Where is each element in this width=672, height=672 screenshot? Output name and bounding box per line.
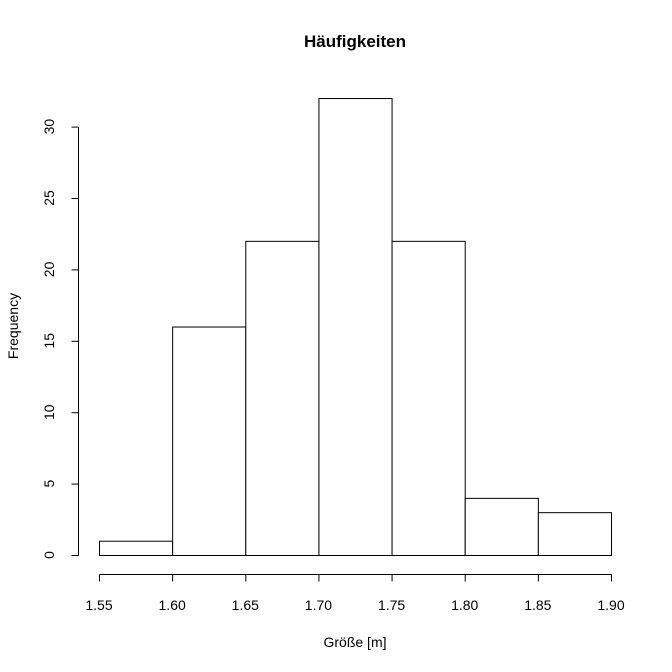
y-tick-label: 5: [41, 479, 57, 487]
x-tick-label: 1.90: [597, 597, 624, 613]
histogram-bar-3: [245, 240, 320, 556]
y-tick-label: 10: [41, 404, 57, 420]
histogram-bar-5: [391, 240, 466, 556]
x-tick-label: 1.65: [232, 597, 259, 613]
x-tick-label: 1.60: [159, 597, 186, 613]
x-tick-label: 1.55: [85, 597, 112, 613]
x-tick-label: 1.75: [378, 597, 405, 613]
histogram-bars: [99, 98, 612, 557]
histogram-bar-2: [172, 326, 247, 556]
y-tick-label: 25: [41, 190, 57, 206]
x-axis: 1.55 1.60 1.65 1.70 1.75 1.80 1.85 1.90: [85, 574, 625, 613]
histogram-bar-4: [318, 98, 393, 556]
y-tick-label: 20: [41, 261, 57, 277]
x-tick-label: 1.70: [305, 597, 332, 613]
y-axis-label: Frequency: [5, 293, 21, 359]
histogram-bar-1: [99, 540, 174, 556]
x-axis-label: Größe [m]: [323, 634, 386, 650]
x-tick-label: 1.85: [524, 597, 551, 613]
y-tick-label: 30: [41, 119, 57, 135]
y-axis: 0 5 10 15 20 25 30: [41, 119, 79, 559]
y-tick-label: 0: [41, 551, 57, 559]
histogram-bar-6: [464, 497, 539, 557]
x-tick-label: 1.80: [451, 597, 478, 613]
chart-title: Häufigkeiten: [304, 32, 406, 51]
y-tick-label: 15: [41, 333, 57, 349]
histogram-bar-7: [537, 512, 612, 556]
